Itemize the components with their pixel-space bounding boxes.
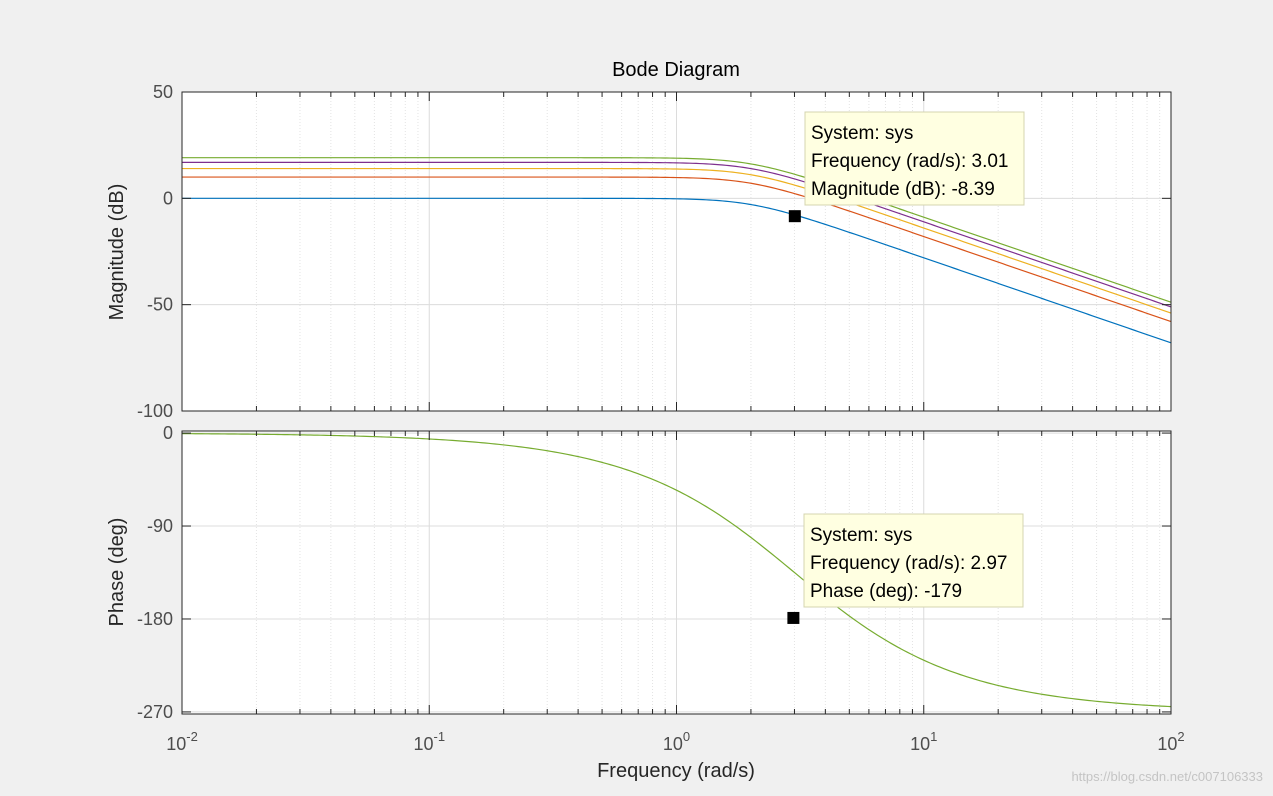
magnitude-datatip-marker[interactable]: [788, 210, 801, 223]
magnitude-y-axis-label: Magnitude (dB): [106, 184, 128, 321]
y-tick-label: -90: [147, 516, 173, 536]
phase-y-axis-label: Phase (deg): [106, 518, 128, 627]
x-tick-label: 102: [1157, 729, 1184, 754]
chart-title: Bode Diagram: [612, 59, 740, 81]
x-tick-label: 10-1: [413, 729, 445, 754]
y-tick-label: -180: [137, 609, 173, 629]
magnitude-series-line-3[interactable]: [182, 167, 1172, 314]
y-tick-label: -270: [137, 702, 173, 722]
phase-tick-marks: [181, 431, 1172, 714]
magnitude-datatip-box: [804, 111, 1025, 206]
phase-series-group: [181, 433, 1172, 708]
watermark: https://blog.csdn.net/c007106333: [1071, 769, 1263, 784]
magnitude-series-group: [182, 157, 1172, 344]
x-tick-labels: 10-2 10-1 100 101 102: [166, 729, 1184, 754]
phase-datatip-value: Phase (deg): -179: [810, 581, 962, 602]
magnitude-datatip-system: System: sys: [811, 123, 913, 144]
phase-datatip-frequency: Frequency (rad/s): 2.97: [810, 553, 1007, 574]
phase-y-tick-labels: 0 -90 -180 -270: [137, 423, 173, 722]
phase-panel[interactable]: 0 -90 -180 -270 Phase (deg) System: sys Fre…: [106, 423, 1172, 722]
magnitude-datatip[interactable]: System: sys Frequency (rad/s): 3.01 Magn…: [804, 111, 1025, 206]
magnitude-datatip-frequency: Frequency (rad/s): 3.01: [811, 151, 1008, 172]
y-tick-label: 50: [153, 82, 173, 102]
x-tick-label: 10-2: [166, 729, 198, 754]
y-tick-label: 0: [163, 188, 173, 208]
magnitude-series-line-5[interactable]: [182, 157, 1172, 303]
x-axis-label: Frequency (rad/s): [597, 760, 755, 782]
x-tick-label: 101: [910, 729, 937, 754]
phase-datatip-box: [803, 513, 1024, 608]
magnitude-y-tick-labels: 50 0 -50 -100: [137, 82, 173, 421]
magnitude-series-line-2[interactable]: [182, 176, 1172, 323]
x-tick-label: 100: [663, 729, 690, 754]
y-tick-label: -50: [147, 295, 173, 315]
phase-datatip[interactable]: System: sys Frequency (rad/s): 2.97 Phas…: [803, 513, 1024, 608]
magnitude-minor-grid: [255, 92, 1161, 411]
magnitude-series-line-4[interactable]: [182, 161, 1172, 308]
magnitude-tick-marks: [181, 91, 1172, 412]
phase-datatip-marker[interactable]: [787, 611, 800, 624]
phase-series-line-1[interactable]: [181, 433, 1172, 708]
y-tick-label: -100: [137, 401, 173, 421]
magnitude-panel[interactable]: 50 0 -50 -100 Magnitude (dB) System: sys Fr…: [106, 82, 1172, 421]
y-tick-label: 0: [163, 423, 173, 443]
magnitude-series-line-1[interactable]: [182, 197, 1172, 344]
magnitude-datatip-value: Magnitude (dB): -8.39: [811, 179, 995, 200]
phase-datatip-system: System: sys: [810, 525, 912, 546]
